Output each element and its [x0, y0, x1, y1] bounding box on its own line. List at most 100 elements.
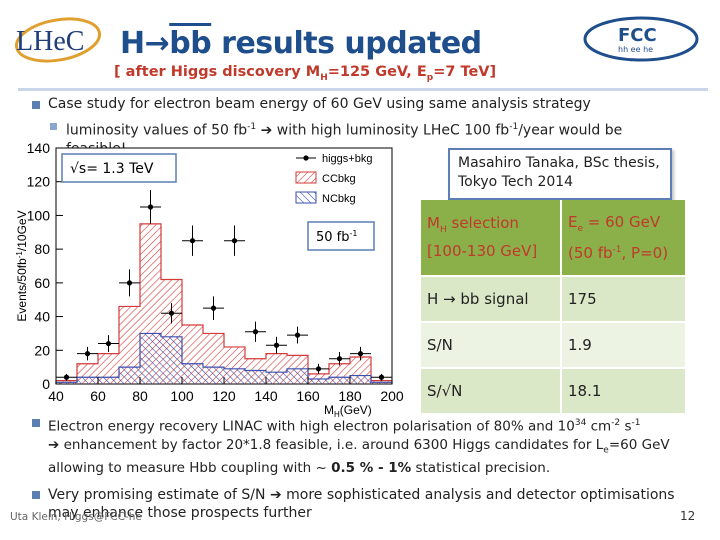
bar-ncbkg: [245, 370, 266, 384]
legend-entry-label: NCbkg: [322, 193, 356, 205]
table-cell-label: S/√N: [421, 368, 562, 414]
bullet-square-icon: [32, 491, 40, 499]
data-point: [294, 332, 301, 338]
bar-ccbkg: [119, 306, 140, 384]
bar-ncbkg: [161, 336, 182, 384]
bar-ncbkg: [308, 378, 329, 384]
bar-ncbkg: [56, 382, 77, 384]
data-point: [63, 374, 70, 380]
x-tick-label: 80: [132, 388, 148, 404]
page-number: 12: [680, 509, 696, 523]
y-tick-label: 60: [34, 275, 50, 291]
citation-line: Masahiro Tanaka, BSc thesis,: [458, 155, 660, 171]
table-cell-value: 1.9: [561, 322, 685, 368]
lhec-logo: LHeC: [14, 17, 102, 63]
y-tick-label: 0: [42, 376, 50, 392]
data-point: [336, 356, 343, 362]
lumi-annotation-box: [307, 221, 375, 251]
data-point: [315, 366, 322, 372]
bar-ncbkg: [140, 333, 161, 384]
fcc-logo-subtext: hh ee he: [618, 45, 653, 54]
x-tick-label: 180: [338, 388, 362, 404]
bar-ncbkg: [224, 368, 245, 384]
x-axis-label: MH(GeV): [324, 403, 372, 419]
table-row: H → bb signal 175: [421, 276, 685, 322]
citation-line: Tokyo Tech 2014: [458, 174, 574, 190]
data-point: [189, 238, 196, 244]
results-table: MH selection [100-130 GeV] Ee = 60 GeV (…: [421, 200, 685, 415]
data-point: [126, 280, 133, 286]
page-subtitle: [ after Higgs discovery MH=125 GeV, Ep=7…: [114, 64, 497, 83]
lhec-logo-text: LHeC: [16, 26, 84, 57]
data-point: [378, 374, 385, 380]
x-tick-label: 100: [170, 388, 194, 404]
bar-ncbkg: [77, 377, 98, 384]
bar-ncbkg: [287, 368, 308, 384]
energy-annotation: √s= 1.3 TeV: [70, 161, 154, 177]
x-tick-label: 140: [254, 388, 278, 404]
data-point: [357, 351, 364, 357]
table-cell-label: H → bb signal: [421, 276, 562, 322]
fcc-logo-text: FCC: [618, 25, 657, 46]
bullet-square-icon: [50, 123, 57, 130]
bar-ncbkg: [119, 367, 140, 384]
table-cell-value: 175: [561, 276, 685, 322]
bar-ccbkg: [98, 353, 119, 384]
bar-ncbkg: [266, 372, 287, 384]
bullet-energy-recovery: Electron energy recovery LINAC with high…: [32, 414, 692, 477]
bar-ncbkg: [98, 377, 119, 384]
bullet-square-icon: [32, 101, 40, 109]
table-header-cell: Ee = 60 GeV (50 fb-1, P=0): [561, 200, 685, 276]
page-title: H→bb results updated: [120, 26, 482, 61]
bar-ncbkg: [350, 375, 371, 384]
table-row: S/√N 18.1: [421, 368, 685, 414]
energy-annotation-box: [61, 153, 177, 183]
y-tick-label: 100: [27, 207, 51, 223]
y-tick-label: 80: [34, 241, 50, 257]
data-point: [252, 329, 259, 335]
x-tick-label: 200: [380, 388, 404, 404]
y-tick-label: 120: [27, 174, 51, 190]
arrow-right-icon: ➔: [260, 122, 273, 139]
legend-entry-label: higgs+bkg: [322, 153, 372, 165]
header-divider: [18, 88, 708, 91]
x-tick-label: 160: [296, 388, 320, 404]
footer-author: Uta Klein, Higgs@FCC-he: [10, 511, 142, 523]
bullet-square-icon: [32, 419, 40, 427]
mass-histogram: 0 20 40 60 80 100 120 140 40 60 80 100 120 140 160 180 2…: [15, 140, 404, 419]
x-tick-label: 60: [90, 388, 106, 404]
ncbkg-outline: [55, 332, 393, 384]
table-header-row: MH selection [100-130 GeV] Ee = 60 GeV (…: [421, 200, 685, 276]
fcc-logo: FCC hh ee he: [583, 16, 699, 62]
lumi-annotation: 50 fb-1: [316, 229, 358, 245]
table-row: S/N 1.9: [421, 322, 685, 368]
x-tick-label: 120: [212, 388, 236, 404]
bar-ncbkg: [371, 382, 392, 384]
y-axis-label: Events/50fb-1/10GeV: [15, 210, 29, 321]
data-point: [168, 310, 175, 316]
table-header-cell: MH selection [100-130 GeV]: [421, 200, 562, 276]
legend-entry-label: CCbkg: [322, 173, 356, 185]
bar-ncbkg: [182, 363, 203, 384]
bullet-case-study: Case study for electron beam energy of 6…: [32, 96, 692, 112]
legend-points-marker: [303, 155, 309, 161]
x-tick-label: 40: [48, 388, 64, 404]
data-point: [84, 351, 91, 357]
bar-ncbkg: [329, 377, 350, 384]
y-tick-label: 140: [27, 140, 51, 156]
table-cell-value: 18.1: [561, 368, 685, 414]
legend-ncbkg-swatch: [295, 191, 317, 204]
y-tick-label: 20: [34, 342, 50, 358]
data-point: [231, 238, 238, 244]
arrow-right-icon: ➔: [48, 436, 60, 453]
arrow-right-icon: ➔: [269, 487, 282, 503]
y-tick-label: 40: [34, 309, 50, 325]
legend-ccbkg-swatch: [295, 171, 317, 184]
data-point: [273, 342, 280, 348]
data-point: [147, 204, 154, 210]
table-cell-label: S/N: [421, 322, 562, 368]
bar-ncbkg: [203, 367, 224, 384]
bullet-sn-estimate: Very promising estimate of S/N ➔ more so…: [32, 486, 692, 522]
citation-box: Masahiro Tanaka, BSc thesis, Tokyo Tech …: [448, 148, 672, 200]
